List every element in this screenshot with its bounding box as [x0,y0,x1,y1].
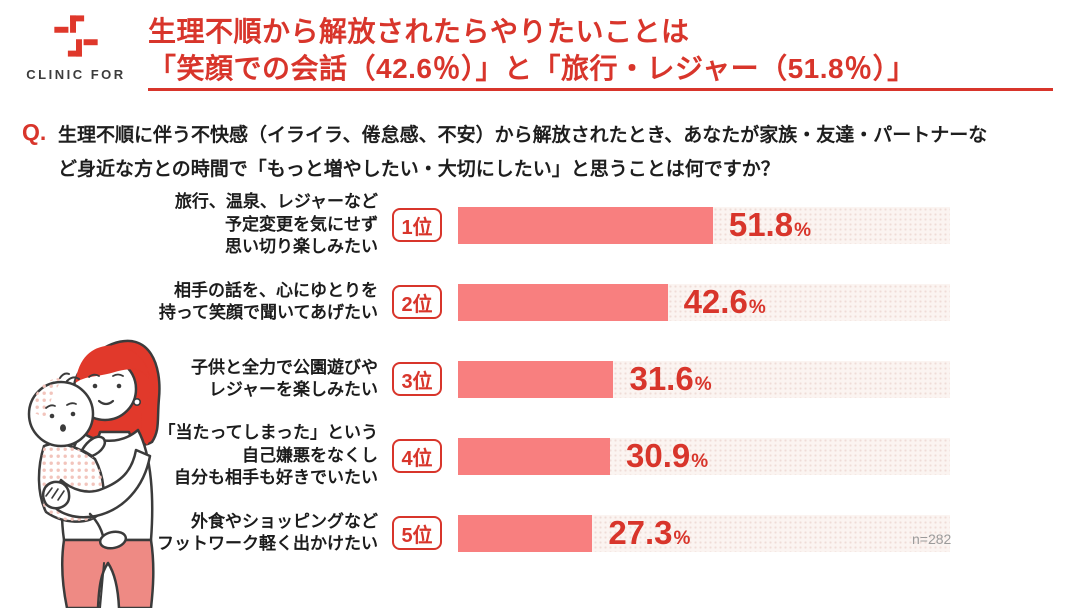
clinic-for-cross-icon [54,15,98,57]
rank-badge: 3位 [392,362,442,396]
rank-badge: 2位 [392,285,442,319]
page-title: 生理不順から解放されたらやりたいことは 「笑顔での会話（42.6％）」と「旅行・… [148,13,916,87]
bar-value: 42.6% [683,283,766,320]
mother-holding-baby-illustration [27,339,161,608]
title-underline [148,88,1053,91]
bar: 42.6% [458,283,950,321]
bar-label: 旅行、温泉、レジャーなど 予定変更を気にせず 思い切り楽しみたい [174,192,378,257]
bar: 31.6% [458,360,950,398]
question-prefix: Q. [22,119,47,145]
chart-row-3: 子供と全力で公園遊びや レジャーを楽しみたい 3位 31.6% [0,342,950,416]
bar-fill [458,514,593,552]
sample-size-note: n=282 [912,531,952,547]
question-line-1: 生理不順に伴う不快感（イライラ、倦怠感、不安）から解放されたとき、あなたが家族・… [58,125,988,146]
rank-badge: 1位 [392,208,442,242]
bar-fill [458,360,614,398]
bar-fill [458,206,713,244]
question-line-2: ど身近な方との時間で「もっと増やしたい・大切にしたい」と思うことは何ですか？ [58,159,780,180]
bar-label: 相手の話を、心にゆとりを 持って笑顔で聞いてあげたい [158,280,378,323]
percent-sign: % [691,451,709,472]
bar-label: 子供と全力で公園遊びや レジャーを楽しみたい [191,357,378,400]
percent-sign: % [748,297,766,318]
bar-fill [458,283,668,321]
rank-badge: 5位 [392,516,442,550]
chart-row-5: 外食やショッピングなど フットワーク軽く出かけたい 5位 27.3% [0,496,950,570]
bar-label: 外食やショッピングなど フットワーク軽く出かけたい [157,511,378,554]
percent-sign: % [694,374,712,395]
bar-value: 51.8% [728,206,811,243]
question-text: 生理不順に伴う不快感（イライラ、倦怠感、不安）から解放されたとき、あなたが家族・… [58,119,987,187]
bar: 51.8% [458,206,950,244]
bar-value: 31.6% [629,360,712,397]
bar: 30.9% [458,437,950,475]
rank-badge: 4位 [392,439,442,473]
chart-row-4: 「当たってしまった」という 自己嫌悪をなくし 自分も相手も好きでいたい 4位 3… [0,419,950,493]
chart-row-1: 旅行、温泉、レジャーなど 予定変更を気にせず 思い切り楽しみたい 1位 51.8… [0,188,950,262]
bar-fill [458,437,611,475]
bar: 27.3% [458,514,950,552]
clinic-for-logo: CLINIC FOR [24,10,128,82]
chart-row-2: 相手の話を、心にゆとりを 持って笑顔で聞いてあげたい 2位 42.6% [0,265,950,339]
percent-sign: % [673,528,691,549]
title-line-2: 「笑顔での会話（42.6％）」と「旅行・レジャー（51.8％）」 [148,53,916,84]
bar-value: 30.9% [626,437,709,474]
logo-wordmark: CLINIC FOR [26,67,126,82]
percent-sign: % [794,220,811,241]
bar-label: 「当たってしまった」という 自己嫌悪をなくし 自分も相手も好きでいたい [158,423,378,488]
bar-value: 27.3% [608,514,691,551]
title-line-1: 生理不順から解放されたらやりたいことは [148,16,690,47]
